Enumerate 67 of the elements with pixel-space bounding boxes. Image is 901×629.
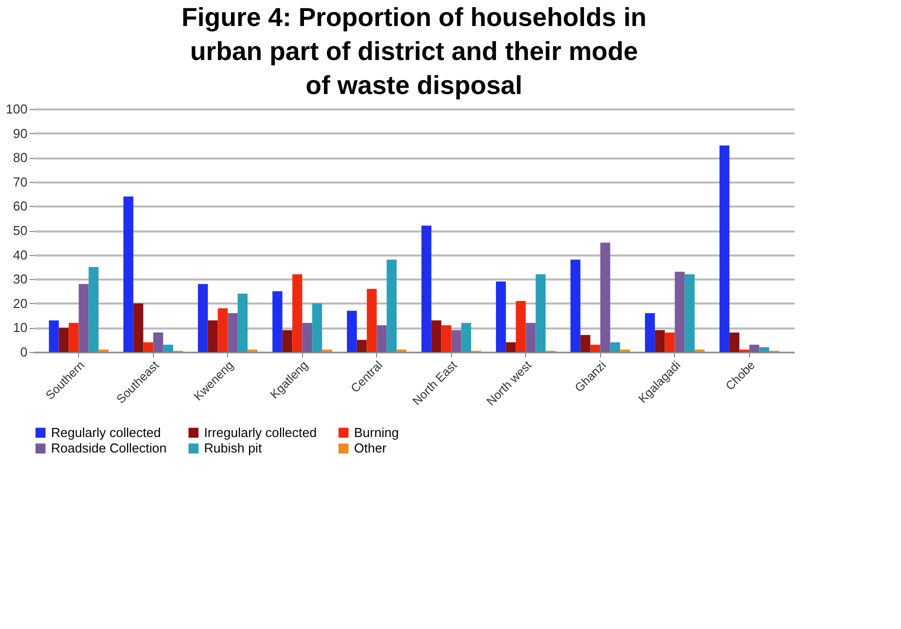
bar [590,344,600,352]
y-tick-label: 0 [20,344,28,360]
bar [238,294,248,352]
bar [88,266,99,352]
bar [654,330,665,352]
bar [312,303,322,352]
chart-title: Figure 4: Proportion of households in urban part of district and their mode of waste disposal [181,2,647,100]
bar [228,313,238,352]
legend-label: Irregularly collected [204,424,317,440]
bar [163,344,174,352]
bar [684,274,695,352]
bar [292,274,302,352]
bar [153,332,164,352]
bar [431,320,442,352]
bar [386,260,397,352]
bar [526,322,536,352]
legend-label: Roadside Collection [51,440,167,456]
bar [496,282,506,352]
bar [356,340,367,352]
y-tick-label: 90 [13,126,28,141]
bar [580,334,590,352]
bar [600,242,610,352]
y-tick-label: 30 [13,272,28,287]
legend-label: Other [354,440,388,456]
bar [664,332,675,352]
bar [376,325,387,352]
bar [68,322,79,352]
y-tick-label: 40 [13,247,28,262]
bar [451,330,462,352]
legend-label: Burning [354,424,399,440]
y-tick-label: 10 [13,320,28,336]
bar [123,196,134,352]
bar [421,226,432,352]
bar [208,320,218,352]
bar [48,320,59,352]
bar [441,325,452,352]
bar [198,284,208,352]
bar [218,308,228,352]
legend-label: Regularly collected [51,424,161,440]
bar [516,300,526,352]
bar [302,322,312,352]
bar [759,347,770,352]
y-tick-label: 20 [13,296,28,311]
bar [719,145,730,352]
bar [272,291,282,352]
bar [78,284,89,352]
bar [143,342,154,352]
y-tick-label: 50 [13,223,28,238]
bar [366,288,377,352]
bar [610,342,620,352]
bar [282,330,292,352]
bar [749,344,760,352]
bar [644,313,655,352]
bar [133,303,144,352]
bar [536,274,546,352]
y-tick-label: 100 [6,102,28,116]
bar [570,260,580,352]
bar [506,342,516,352]
y-tick-label: 80 [13,150,28,166]
bar [58,328,69,352]
y-tick-label: 70 [13,174,28,190]
bar [729,332,740,352]
bar [674,272,685,352]
bar [461,322,472,352]
bar [346,310,357,352]
y-tick-label: 60 [13,198,28,214]
legend-label: Rubish pit [204,440,262,456]
